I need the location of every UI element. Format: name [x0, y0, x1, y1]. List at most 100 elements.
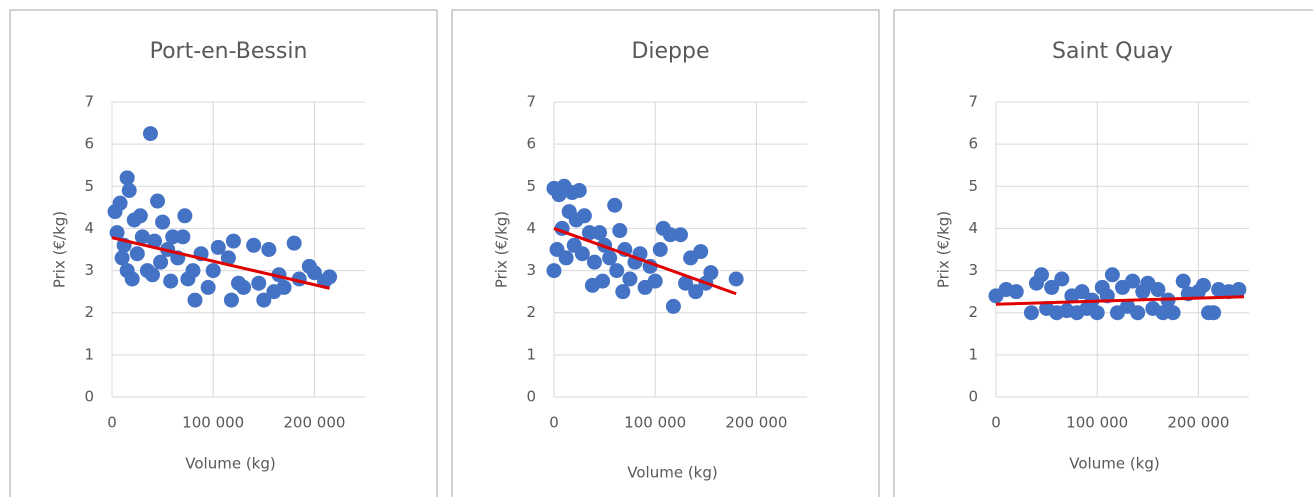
- point: [119, 170, 135, 186]
- x-tick-label: 100 000: [624, 414, 686, 432]
- point: [286, 235, 302, 251]
- point: [175, 229, 191, 245]
- point: [220, 250, 236, 266]
- y-tick-label: 0: [84, 388, 94, 406]
- point: [153, 254, 169, 270]
- x-tick-label: 100 000: [182, 414, 244, 432]
- chart-title: Saint Quay: [1052, 39, 1173, 64]
- y-tick-label: 3: [526, 261, 536, 279]
- point: [187, 292, 203, 308]
- point: [609, 263, 625, 279]
- point: [592, 225, 608, 241]
- point: [129, 246, 145, 262]
- point: [114, 250, 130, 266]
- point: [142, 126, 158, 142]
- trend-line: [111, 236, 330, 290]
- x-tick-label: 200 000: [1167, 414, 1229, 432]
- y-tick-label: 5: [968, 177, 978, 195]
- point: [134, 229, 150, 245]
- point: [558, 250, 574, 266]
- point: [586, 254, 602, 270]
- point: [155, 214, 171, 230]
- x-axis-label: Volume (kg): [185, 455, 275, 473]
- x-tick-label: 200 000: [725, 414, 787, 432]
- point: [261, 242, 277, 257]
- point: [225, 233, 241, 249]
- trend-line: [553, 227, 737, 296]
- point: [1054, 271, 1070, 287]
- chart-title: Dieppe: [631, 39, 709, 64]
- point: [246, 237, 262, 253]
- point: [693, 244, 709, 260]
- point: [109, 225, 125, 241]
- point: [622, 271, 638, 287]
- point: [647, 273, 663, 289]
- y-tick-label: 7: [968, 93, 978, 111]
- panel: [451, 9, 880, 497]
- x-axis-label: Volume (kg): [1069, 455, 1159, 473]
- y-tick-label: 6: [526, 135, 536, 153]
- panel: [893, 9, 1313, 497]
- point: [574, 246, 590, 262]
- point: [1089, 305, 1105, 321]
- point: [223, 292, 239, 308]
- y-tick-label: 3: [968, 261, 978, 279]
- y-tick-label: 0: [526, 388, 536, 406]
- point: [607, 197, 623, 213]
- point: [1130, 305, 1146, 321]
- y-axis-label: Prix (€/kg): [493, 211, 511, 288]
- point: [665, 298, 681, 314]
- point: [652, 242, 668, 257]
- point: [1175, 273, 1191, 289]
- y-tick-label: 1: [84, 345, 94, 363]
- point: [615, 284, 631, 300]
- point: [251, 275, 267, 291]
- point: [121, 183, 137, 198]
- point: [150, 193, 166, 209]
- point: [1023, 305, 1039, 321]
- point: [576, 208, 592, 224]
- y-tick-label: 7: [84, 93, 94, 111]
- panel: [9, 9, 438, 497]
- point: [1206, 305, 1222, 321]
- point: [144, 267, 160, 283]
- y-axis-label: Prix (€/kg): [51, 211, 69, 288]
- y-tick-label: 1: [526, 345, 536, 363]
- point: [1165, 305, 1181, 321]
- point: [678, 275, 694, 291]
- point: [205, 263, 221, 279]
- point: [1104, 267, 1120, 283]
- point: [1034, 267, 1050, 283]
- y-tick-label: 4: [84, 219, 94, 237]
- point: [1074, 284, 1090, 300]
- y-tick-label: 1: [968, 345, 978, 363]
- x-tick-label: 0: [549, 414, 559, 432]
- point: [1195, 277, 1211, 293]
- point: [673, 227, 688, 243]
- y-tick-label: 2: [526, 303, 536, 321]
- y-axis-label: Prix (€/kg): [935, 211, 953, 288]
- point: [177, 208, 193, 224]
- point: [728, 271, 744, 287]
- y-tick-label: 4: [968, 219, 978, 237]
- point: [1231, 282, 1247, 298]
- x-axis-label: Volume (kg): [627, 464, 717, 482]
- y-tick-label: 0: [968, 388, 978, 406]
- trend-line: [995, 295, 1244, 306]
- y-tick-label: 2: [968, 303, 978, 321]
- x-tick-label: 200 000: [283, 414, 345, 432]
- point: [124, 271, 140, 287]
- y-tick-label: 5: [84, 177, 94, 195]
- y-tick-label: 6: [84, 135, 94, 153]
- point: [185, 263, 201, 279]
- y-tick-label: 5: [526, 177, 536, 195]
- point: [322, 269, 338, 285]
- y-tick-label: 3: [84, 261, 94, 279]
- point: [1008, 284, 1024, 300]
- point: [163, 273, 179, 289]
- y-tick-label: 2: [84, 303, 94, 321]
- point: [703, 265, 719, 281]
- x-tick-label: 100 000: [1066, 414, 1128, 432]
